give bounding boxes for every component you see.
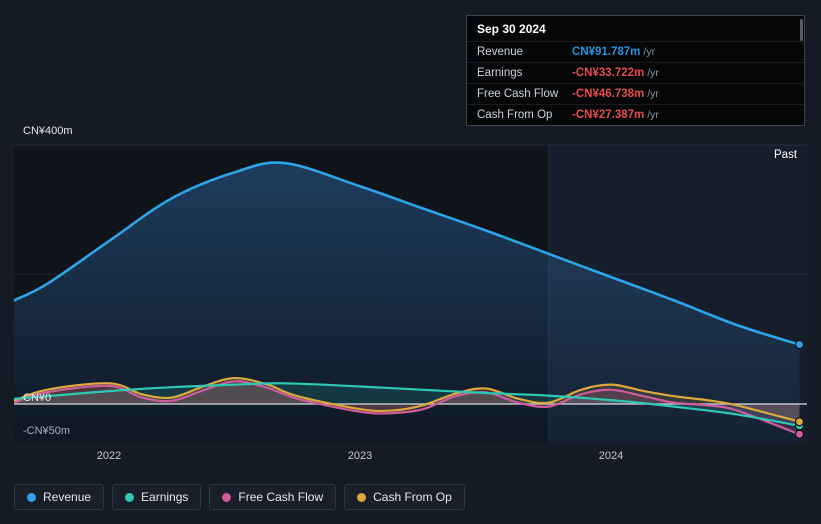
- tooltip-metric-unit: /yr: [643, 46, 656, 58]
- tooltip-metric-unit: /yr: [647, 109, 659, 121]
- free-cash-flow-endpoint-dot[interactable]: [794, 429, 805, 439]
- tooltip-metric-label: Cash From Op: [477, 109, 553, 121]
- y-axis-label-negative: -CN¥50m: [23, 425, 71, 437]
- tooltip-metric-value: -CN¥33.722m: [572, 67, 645, 79]
- legend-item-cash-from-op[interactable]: Cash From Op: [344, 484, 465, 510]
- legend-dot-icon: [27, 492, 36, 502]
- tooltip-row-cash-from-op: Cash From Op -CN¥27.387m/yr: [467, 104, 804, 125]
- earnings-area: [14, 383, 800, 426]
- tooltip-metric-label: Revenue: [477, 46, 524, 58]
- x-tick-2022: 2022: [96, 450, 122, 462]
- legend-dot-icon: [357, 492, 367, 502]
- y-axis-label-top: CN¥400m: [23, 125, 73, 137]
- legend-item-revenue[interactable]: Revenue: [14, 484, 105, 510]
- tooltip-row-revenue: Revenue CN¥91.787m/yr: [467, 41, 804, 62]
- legend-item-label: Cash From Op: [373, 490, 452, 504]
- cash-from-op-line: [14, 376, 801, 423]
- tooltip-date: Sep 30 2024: [477, 22, 546, 36]
- legend-item-earnings[interactable]: Earnings: [112, 484, 202, 510]
- past-region: [548, 145, 807, 443]
- tooltip-rows: Revenue CN¥91.787m/yr Earnings -CN¥33.722m /…: [467, 41, 804, 125]
- tooltip-metric-unit: /yr: [647, 88, 659, 100]
- x-tick-2024: 2024: [598, 450, 624, 462]
- revenue-area: [14, 162, 800, 443]
- past-region-label: Past: [774, 149, 798, 161]
- x-tick-2023: 2023: [347, 450, 373, 462]
- legend-item-free-cash-flow[interactable]: Free Cash Flow: [209, 484, 337, 510]
- legend-item-label: Free Cash Flow: [238, 490, 324, 504]
- tooltip-metric-label: Free Cash Flow: [477, 88, 559, 100]
- legend-dot-icon: [222, 492, 232, 502]
- plot-area[interactable]: [14, 145, 807, 443]
- revenue-endpoint-dot[interactable]: [794, 339, 805, 350]
- cash-from-op-endpoint-dot[interactable]: [794, 417, 805, 427]
- legend-item-label: Revenue: [43, 490, 92, 504]
- tooltip-metric-value: -CN¥27.387m: [572, 109, 645, 121]
- chart-legend: Revenue Earnings Free Cash Flow Cash From O…: [14, 484, 465, 510]
- tooltip-metric-value: -CN¥46.738m: [572, 88, 645, 100]
- earnings-line: [14, 382, 801, 427]
- tooltip-row-earnings: Earnings -CN¥33.722m/yr: [467, 62, 804, 83]
- tooltip-metric-unit: /yr: [647, 67, 659, 79]
- legend-dot-icon: [125, 492, 135, 502]
- tooltip-scrollbar[interactable]: [800, 19, 803, 41]
- tooltip-row-free-cash-flow: Free Cash Flow -CN¥46.738m/yr: [467, 83, 804, 104]
- legend-item-label: Earnings: [141, 490, 189, 504]
- free-cash-flow-line: [14, 380, 801, 436]
- tooltip-metric-label: Earnings: [477, 67, 523, 79]
- tooltip-metric-value: CN¥91.787m: [572, 46, 641, 58]
- revenue-line: [14, 161, 801, 346]
- chart-tooltip: Sep 30 2024 Revenue CN¥91.787m/yr Earnings…: [466, 15, 805, 126]
- y-axis-label-zero: CN¥0: [23, 392, 52, 404]
